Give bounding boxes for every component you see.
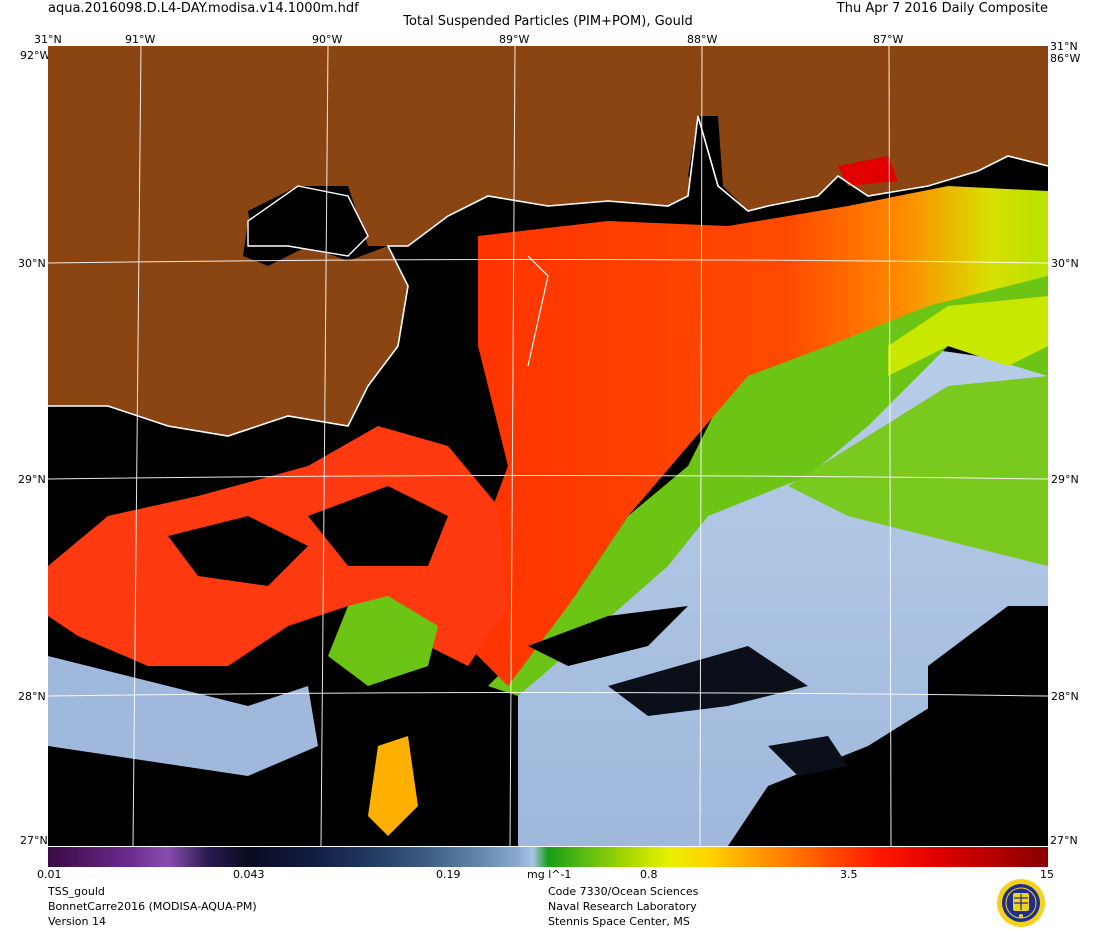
lat-label-30n-right: 30°N	[1051, 257, 1079, 270]
tss-map	[48, 46, 1048, 846]
green-band	[488, 276, 1048, 696]
colorbar-tick-3: 0.8	[640, 868, 658, 881]
colorbar-tick-2: 0.19	[436, 868, 461, 881]
colorbar-tick-1: 0.043	[233, 868, 265, 881]
cloud-patch-3	[528, 606, 688, 666]
lake-pontchartrain	[248, 186, 368, 256]
meridian-90w	[320, 46, 329, 846]
lat-label-bottom-left: 27°N	[20, 834, 48, 847]
lat-label-29n-left: 29°N	[18, 473, 46, 486]
file-name: aqua.2016098.D.L4-DAY.modisa.v14.1000m.h…	[48, 1, 359, 16]
map-title: Total Suspended Particles (PIM+POM), Gou…	[403, 14, 693, 29]
colorbar	[48, 847, 1048, 867]
mobile-bay	[688, 116, 748, 211]
meridian-88w	[699, 46, 703, 846]
chandeleur-islands	[527, 255, 549, 367]
parallel-30n	[48, 259, 1048, 264]
lon-label-corner-left: 92°W	[20, 49, 51, 62]
cloud-patch-4	[608, 646, 808, 716]
lat-label-30n-left: 30°N	[18, 257, 46, 270]
org-line-3: Stennis Space Center, MS	[548, 915, 690, 928]
composite-date: Thu Apr 7 2016 Daily Composite	[836, 1, 1048, 16]
pensacola-bay	[838, 156, 898, 186]
parallel-29n	[48, 475, 1048, 480]
cloud-patch-5	[928, 606, 1048, 766]
graticule	[48, 46, 1048, 846]
colorbar-tick-5: 15	[1040, 868, 1054, 881]
lat-label-28n-right: 28°N	[1051, 690, 1079, 703]
lat-label-top-right: 31°N	[1050, 40, 1078, 53]
lat-label-28n-left: 28°N	[18, 690, 46, 703]
lon-label-corner-right: 86°W	[1050, 52, 1081, 65]
yellow-patch-south	[368, 736, 418, 836]
coastline	[48, 115, 1048, 437]
meridian-87w	[888, 46, 892, 846]
parallel-28n	[48, 692, 1048, 697]
version-label: Version 14	[48, 915, 106, 928]
nrl-seal-icon	[997, 879, 1045, 927]
green-offshore-east	[788, 376, 1048, 566]
lat-label-bottom-right: 27°N	[1050, 834, 1078, 847]
sediment-plume	[468, 186, 1048, 686]
cloud-patch-2	[308, 486, 448, 566]
lon-label-90w: 90°W	[312, 33, 343, 46]
lon-label-89w: 89°W	[499, 33, 530, 46]
lon-label-87w: 87°W	[873, 33, 904, 46]
meridian-89w	[509, 46, 516, 846]
lat-label-29n-right: 29°N	[1051, 473, 1079, 486]
lake-outline	[247, 185, 369, 257]
meridian-91w	[132, 46, 142, 846]
colorbar-tick-0: 0.01	[37, 868, 62, 881]
region-name: BonnetCarre2016 (MODISA-AQUA-PM)	[48, 900, 257, 913]
org-line-2: Naval Research Laboratory	[548, 900, 697, 913]
yellow-green-band	[888, 296, 1048, 376]
green-patch-west	[328, 596, 438, 686]
colorbar-tick-4: 3.5	[840, 868, 858, 881]
cloud-patch-1	[168, 516, 308, 586]
lat-label-top-left: 31°N	[34, 33, 62, 46]
lon-label-88w: 88°W	[687, 33, 718, 46]
cloud-patch-6	[768, 736, 848, 776]
land-mass	[48, 46, 1048, 436]
map-canvas	[48, 46, 1048, 846]
footer-right: Code 7330/Ocean Sciences Naval Research …	[548, 884, 698, 929]
colorbar-unit: mg l^-1	[527, 868, 572, 881]
product-name: TSS_gould	[48, 885, 105, 898]
org-line-1: Code 7330/Ocean Sciences	[548, 885, 699, 898]
lon-label-91w: 91°W	[125, 33, 156, 46]
footer-left: TSS_gould BonnetCarre2016 (MODISA-AQUA-P…	[48, 884, 257, 929]
